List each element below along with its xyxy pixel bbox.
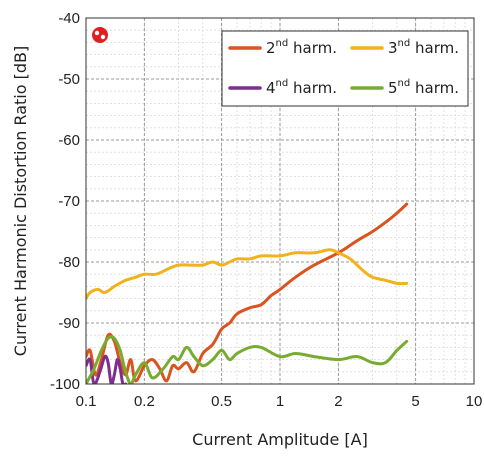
series-line-3 [86,354,128,384]
y-axis-label: Current Harmonic Distortion Ratio [dB] [11,46,30,356]
y-tick-label: -70 [58,193,80,210]
x-tick-label: 0.2 [134,393,155,410]
x-tick-label: 10 [466,393,483,410]
series-line-4 [86,335,409,384]
x-tick-label: 0.1 [76,393,97,410]
legend-label: 3nd harm. [388,38,459,57]
legend-label: 5nd harm. [388,78,459,97]
x-tick-label: 0.5 [211,393,232,410]
y-tick-label: -100 [50,376,80,393]
corner-badge-icon [92,27,108,43]
legend-label: 4nd harm. [266,78,337,97]
y-tick-label: -60 [58,132,80,149]
y-tick-label: -80 [58,254,80,271]
y-tick-label: -50 [58,71,80,88]
plot-lines [86,202,409,384]
legend-box [221,30,469,107]
legend-label: 2nd harm. [266,38,337,57]
series-line-2 [86,248,409,301]
x-tick-label: 5 [411,393,419,410]
tick-labels: 0.1 0.2 0.5 1 2 5 10 -40 -50 -60 -70 -80 -90 -100 [50,10,482,410]
x-tick-label: 2 [334,393,342,410]
y-tick-label: -90 [58,315,80,332]
x-tick-label: 1 [276,393,284,410]
series-line-1 [86,202,409,383]
x-axis-label: Current Amplitude [A] [192,430,368,449]
y-tick-label: -40 [58,10,80,27]
plot-frame [85,17,475,385]
legend: 2nd harm. 3nd harm. 4nd harm. 5nd harm. [221,30,469,107]
